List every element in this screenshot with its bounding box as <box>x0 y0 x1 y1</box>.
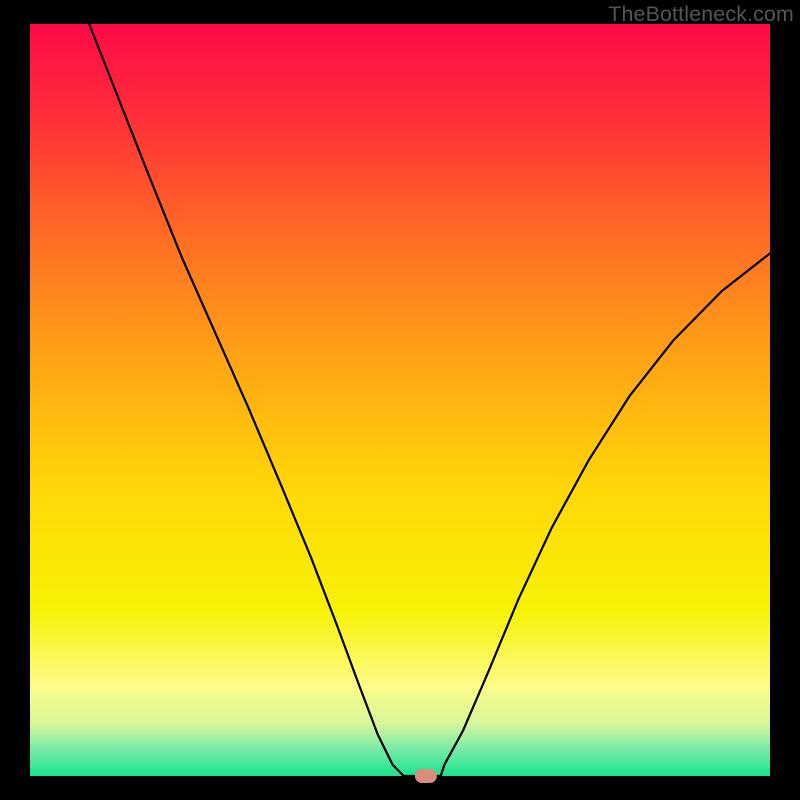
optimal-point-marker <box>415 769 437 783</box>
bottleneck-chart <box>0 0 800 800</box>
watermark-text: TheBottleneck.com <box>608 2 794 27</box>
gradient-background <box>30 24 770 776</box>
